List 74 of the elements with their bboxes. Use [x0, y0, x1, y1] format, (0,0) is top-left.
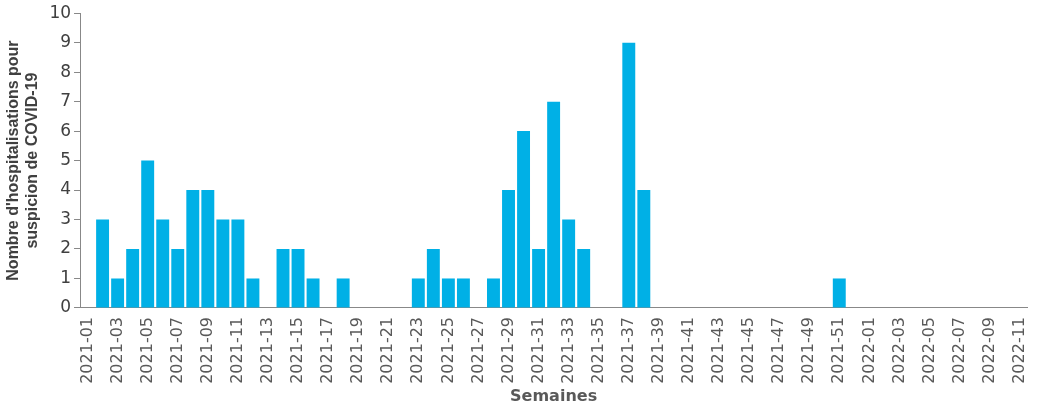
x-axis-title: Semaines [510, 385, 598, 405]
x-tick-label: 2021-49 [798, 316, 818, 384]
bar [832, 278, 846, 308]
bar [141, 160, 155, 308]
x-tick-label: 2021-17 [317, 316, 337, 384]
bar [532, 249, 546, 308]
x-tick-label: 2021-01 [76, 316, 96, 384]
y-tick-label: 2 [60, 237, 72, 258]
bar [502, 190, 515, 308]
x-tick-label: 2021-35 [587, 316, 607, 384]
bar [201, 190, 215, 308]
x-tick-label: 2021-05 [136, 316, 156, 384]
x-tick-label: 2021-15 [287, 316, 307, 384]
bar [216, 219, 230, 308]
bar [456, 278, 470, 308]
bar [111, 278, 125, 308]
x-tick-label: 2021-25 [437, 316, 457, 384]
x-tick-label: 2021-09 [196, 316, 216, 384]
bar [156, 219, 170, 308]
x-tick-label: 2022-01 [858, 316, 878, 384]
bar [276, 249, 290, 308]
bar [411, 278, 425, 308]
y-tick-label: 0 [60, 296, 72, 317]
x-tick-label: 2022-07 [948, 316, 968, 384]
y-tick-label: 8 [60, 60, 72, 81]
x-tick-label: 2021-13 [257, 316, 277, 384]
bar [171, 249, 185, 308]
x-tick-label: 2021-33 [557, 316, 577, 384]
bar [246, 278, 260, 308]
bar [426, 249, 440, 308]
bar [306, 278, 320, 308]
x-tick-label: 2021-37 [617, 316, 637, 384]
x-tick-label: 2022-09 [978, 316, 998, 384]
bar [231, 219, 245, 308]
y-axis-title: Nombre d'hospitalisations pour suspicion de COVID-19 [4, 40, 41, 281]
x-tick-label: 2021-21 [377, 316, 397, 384]
x-tick-label: 2021-41 [678, 316, 698, 384]
bar [577, 249, 591, 308]
x-tick-label: 2021-31 [527, 316, 547, 384]
x-tick-label: 2021-51 [828, 316, 848, 384]
x-tick-label: 2021-07 [166, 316, 186, 384]
y-tick-label: 10 [49, 1, 72, 22]
bar [547, 101, 561, 308]
x-tick-label: 2021-47 [768, 316, 788, 384]
bar [336, 278, 350, 308]
y-tick-label: 1 [60, 266, 72, 287]
x-tick-label: 2021-23 [407, 316, 427, 384]
y-tick-label: 5 [60, 149, 72, 169]
bar [637, 190, 651, 308]
x-tick-label: 2022-11 [1008, 316, 1028, 384]
bar [517, 131, 531, 308]
y-tick-label: 4 [60, 178, 72, 199]
y-tick-label: 9 [60, 31, 72, 52]
x-tick-label: 2022-03 [888, 316, 908, 384]
x-tick-label: 2021-03 [106, 316, 126, 384]
x-tick-label: 2021-29 [497, 316, 517, 384]
x-tick-label: 2021-39 [648, 316, 668, 384]
x-tick-label: 2021-27 [467, 316, 487, 384]
y-tick-label: 3 [60, 207, 72, 228]
bar [291, 249, 305, 308]
x-tick-label: 2021-45 [738, 316, 758, 384]
bar [441, 278, 455, 308]
y-tick-label: 7 [60, 90, 72, 111]
x-tick-label: 2021-11 [227, 316, 247, 384]
bar [126, 249, 140, 308]
y-tick-label: 6 [60, 119, 72, 140]
bar [622, 42, 636, 308]
bar [96, 219, 110, 308]
x-tick-label: 2021-43 [708, 316, 728, 384]
bar [562, 219, 576, 308]
bar [186, 190, 200, 308]
x-tick-label: 2021-19 [347, 316, 367, 384]
x-tick-label: 2022-05 [918, 316, 938, 384]
bar [487, 278, 500, 308]
